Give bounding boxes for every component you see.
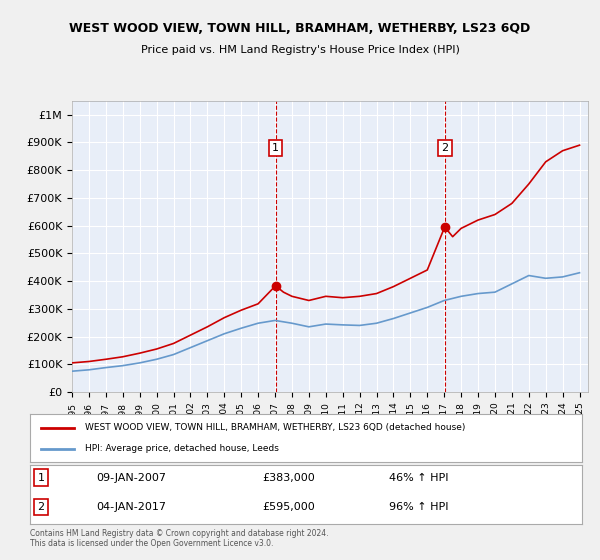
Text: WEST WOOD VIEW, TOWN HILL, BRAMHAM, WETHERBY, LS23 6QD: WEST WOOD VIEW, TOWN HILL, BRAMHAM, WETH… (70, 22, 530, 35)
Text: 1: 1 (38, 473, 44, 483)
Text: 04-JAN-2017: 04-JAN-2017 (96, 502, 166, 512)
Text: 46% ↑ HPI: 46% ↑ HPI (389, 473, 448, 483)
Text: £595,000: £595,000 (262, 502, 314, 512)
Text: 2: 2 (441, 143, 448, 153)
Text: Contains HM Land Registry data © Crown copyright and database right 2024.: Contains HM Land Registry data © Crown c… (30, 529, 329, 538)
Text: 09-JAN-2007: 09-JAN-2007 (96, 473, 166, 483)
Text: This data is licensed under the Open Government Licence v3.0.: This data is licensed under the Open Gov… (30, 539, 274, 548)
Text: WEST WOOD VIEW, TOWN HILL, BRAMHAM, WETHERBY, LS23 6QD (detached house): WEST WOOD VIEW, TOWN HILL, BRAMHAM, WETH… (85, 423, 466, 432)
Text: £383,000: £383,000 (262, 473, 314, 483)
Text: HPI: Average price, detached house, Leeds: HPI: Average price, detached house, Leed… (85, 444, 279, 453)
Text: 96% ↑ HPI: 96% ↑ HPI (389, 502, 448, 512)
Text: 2: 2 (37, 502, 44, 512)
Text: 1: 1 (272, 143, 279, 153)
Text: Price paid vs. HM Land Registry's House Price Index (HPI): Price paid vs. HM Land Registry's House … (140, 45, 460, 55)
